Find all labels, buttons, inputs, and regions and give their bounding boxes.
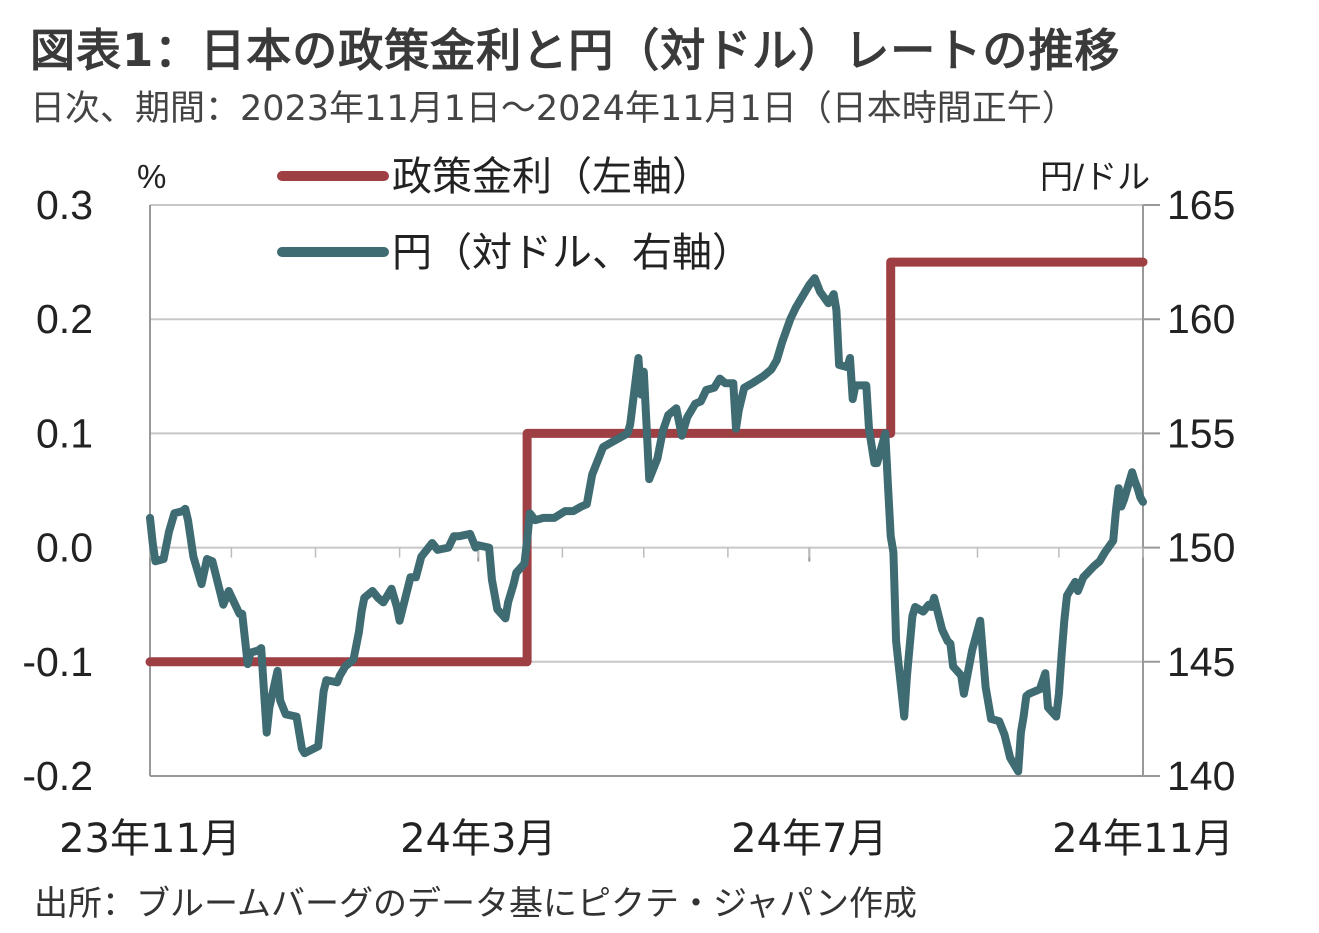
right-tick-label: 150 bbox=[1167, 525, 1235, 571]
right-tick-label: 155 bbox=[1167, 410, 1235, 456]
series-line-yen bbox=[146, 274, 1147, 776]
tick-labels: 0.3 165 0.2 160 0.1 155 0.0 150 -0.1 145 -0.2 140% 円… bbox=[22, 157, 1235, 862]
chart-title: 図表1：日本の政策金利と円（対ドル）レートの推移 bbox=[30, 24, 1121, 77]
x-tick-label: 24年3月 bbox=[400, 816, 556, 862]
x-tick-label: 23年11月 bbox=[59, 816, 241, 862]
left-axis-unit: % bbox=[137, 158, 166, 195]
source-note: 出所：ブルームバーグのデータ基にピクテ・ジャパン作成 bbox=[34, 884, 917, 924]
legend: 政策金利（左軸） 円（対ドル、右軸） bbox=[277, 154, 752, 276]
right-axis-unit: 円/ドル bbox=[1040, 157, 1150, 196]
left-tick-label: 0.2 bbox=[36, 296, 93, 342]
x-tick-label: 24年11月 bbox=[1052, 816, 1234, 862]
right-tick-label: 160 bbox=[1167, 296, 1235, 342]
series-line-policy-rate bbox=[145, 257, 1148, 667]
left-tick-label: 0.3 bbox=[36, 182, 93, 228]
left-tick-label: 0.0 bbox=[36, 525, 93, 571]
right-tick-label: 145 bbox=[1167, 639, 1235, 685]
left-tick-label: 0.1 bbox=[36, 410, 93, 456]
x-tick-label: 24年7月 bbox=[731, 816, 887, 862]
chart-subtitle: 日次、期間：2023年11月1日～2024年11月1日（日本時間正午） bbox=[30, 89, 1077, 129]
left-tick-label: -0.2 bbox=[22, 753, 93, 799]
series-lines bbox=[145, 257, 1148, 776]
legend-label: 政策金利（左軸） bbox=[392, 154, 712, 200]
legend-label: 円（対ドル、右軸） bbox=[392, 230, 752, 276]
right-tick-label: 140 bbox=[1167, 753, 1235, 799]
left-tick-label: -0.1 bbox=[22, 639, 93, 685]
right-tick-label: 165 bbox=[1167, 182, 1235, 228]
axes bbox=[149, 204, 1160, 777]
